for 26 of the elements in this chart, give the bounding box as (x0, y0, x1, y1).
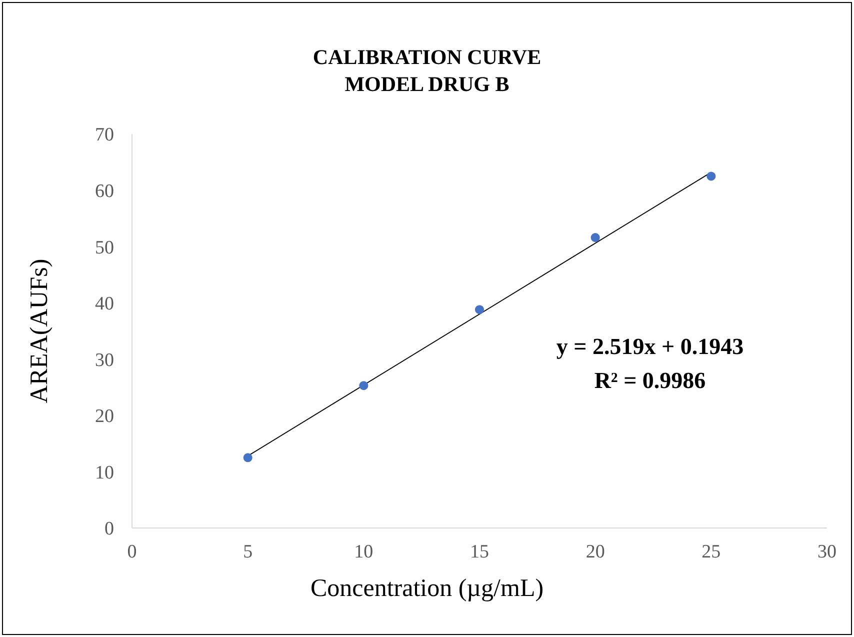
y-tick-label: 70 (95, 124, 114, 146)
x-tick-label: 10 (354, 541, 374, 562)
x-tick-label: 25 (702, 541, 721, 562)
point (706, 172, 716, 181)
y-tick-label: 50 (95, 237, 114, 258)
y-tick-label: 0 (104, 518, 114, 540)
annotation: R² = 0.9986 (593, 367, 707, 395)
y-tick-label: 40 (95, 294, 114, 315)
point (474, 305, 484, 314)
x-tick-label: 30 (818, 541, 836, 562)
x-tick-label: 15 (470, 541, 489, 562)
y-tick-label: 60 (95, 181, 114, 202)
x-axis-title: Concentration (µg/mL) (309, 575, 545, 603)
y-tick-label: 10 (95, 462, 114, 484)
point (590, 233, 600, 242)
x-tick-label: 0 (127, 541, 137, 562)
chart-subtitle: MODEL DRUG B (344, 71, 510, 98)
y-tick-label: 20 (95, 406, 114, 428)
point (243, 453, 252, 462)
y-tick-label: 30 (95, 350, 114, 371)
y-axis-title: AREA(AUFs) (25, 258, 54, 406)
annotation: y = 2.519x + 0.1943 (555, 333, 745, 361)
x-tick-label: 20 (586, 541, 605, 562)
x-tick-label: 5 (243, 541, 253, 562)
chart-title: CALIBRATION CURVE (312, 44, 542, 71)
point (359, 381, 368, 390)
